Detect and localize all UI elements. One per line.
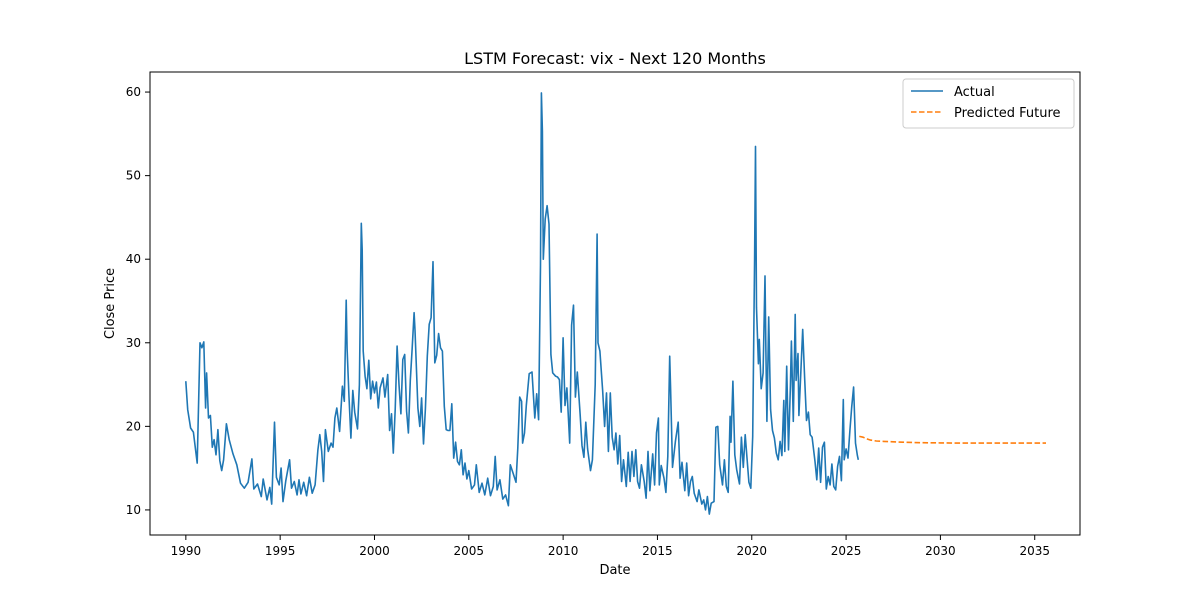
y-tick-label: 30 [126, 336, 141, 350]
y-axis: 10 20 30 40 50 60 [126, 85, 150, 517]
y-tick-label: 20 [126, 419, 141, 433]
legend-label-actual: Actual [954, 85, 995, 100]
legend: Actual Predicted Future [902, 78, 1075, 129]
series-line-actual [185, 92, 860, 515]
y-tick-label: 50 [126, 169, 141, 183]
x-tick-label: 2015 [642, 544, 673, 558]
x-tick-label: 2000 [359, 544, 390, 558]
y-tick-label: 10 [126, 503, 141, 517]
x-tick-label: 1990 [171, 544, 202, 558]
x-tick-label: 2035 [1019, 544, 1050, 558]
x-axis: 1990 1995 2000 2005 2010 2015 2020 2025 2030 2035 [171, 535, 1050, 558]
x-tick-label: 2005 [454, 544, 485, 558]
series-line-predicted-future [859, 435, 1046, 444]
x-axis-label: Date [599, 563, 630, 578]
x-tick-label: 2020 [736, 544, 767, 558]
series-layer [185, 92, 1046, 515]
x-tick-label: 2025 [831, 544, 862, 558]
legend-box [902, 78, 1075, 129]
x-tick-label: 2030 [925, 544, 956, 558]
y-axis-label: Close Price [103, 268, 118, 339]
chart-title: LSTM Forecast: vix - Next 120 Months [464, 49, 766, 68]
plot-area [149, 71, 1081, 536]
y-tick-label: 40 [126, 252, 141, 266]
x-tick-label: 1995 [265, 544, 296, 558]
x-tick-label: 2010 [548, 544, 579, 558]
y-tick-label: 60 [126, 85, 141, 99]
legend-label-predicted-future: Predicted Future [954, 106, 1061, 121]
